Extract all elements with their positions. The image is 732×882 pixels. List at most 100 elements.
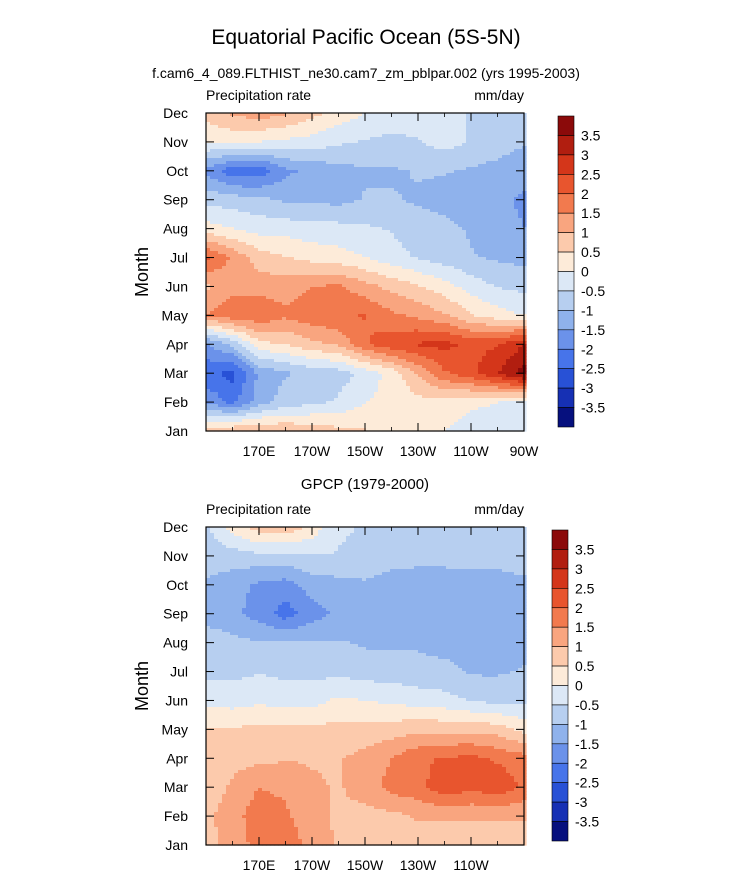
contour-cell (222, 200, 227, 204)
contour-cell (242, 188, 247, 192)
contour-cell (318, 146, 323, 150)
contour-cell (226, 164, 231, 168)
contour-cell (274, 176, 279, 180)
contour-cell (442, 143, 447, 147)
contour-cell (502, 167, 507, 171)
contour-cell (330, 212, 335, 216)
contour-cell (302, 152, 307, 156)
contour-cell (366, 176, 371, 180)
contour-cell (238, 179, 243, 183)
contour-cell (242, 212, 247, 216)
contour-cell (318, 212, 323, 216)
contour-cell (482, 164, 487, 168)
contour-cell (254, 143, 259, 147)
contour-cell (466, 125, 471, 129)
contour-cell (246, 158, 251, 162)
contour-cell (458, 146, 463, 150)
contour-cell (306, 218, 311, 222)
contour-cell (358, 188, 363, 192)
contour-cell (310, 125, 315, 129)
contour-cell (434, 200, 439, 204)
contour-cell (474, 179, 479, 183)
contour-cell (246, 203, 251, 207)
contour-cell (450, 146, 455, 150)
contour-cell (474, 131, 479, 135)
contour-cell (330, 188, 335, 192)
contour-cell (350, 149, 355, 153)
contour-cell (390, 206, 395, 210)
contour-cell (454, 158, 459, 162)
contour-cell (318, 152, 323, 156)
contour-cell (454, 161, 459, 165)
contour-cell (278, 116, 283, 120)
contour-cell (398, 176, 403, 180)
contour-cell (438, 122, 443, 126)
contour-cell (290, 218, 295, 222)
contour-cell (330, 218, 335, 222)
contour-cell (262, 173, 267, 177)
contour-cell (422, 185, 427, 189)
contour-cell (422, 137, 427, 141)
contour-cell (354, 149, 359, 153)
contour-cell (382, 209, 387, 213)
contour-cell (470, 161, 475, 165)
contour-cell (410, 212, 415, 216)
contour-cell (362, 200, 367, 204)
contour-cell (502, 185, 507, 189)
contour-cell (218, 116, 223, 120)
contour-cell (518, 119, 523, 123)
contour-cell (234, 188, 239, 192)
contour-cell (338, 209, 343, 213)
contour-cell (302, 137, 307, 141)
contour-cell (478, 113, 483, 117)
contour-cell (242, 179, 247, 183)
contour-cell (370, 149, 375, 153)
contour-cell (510, 212, 515, 216)
contour-cell (282, 197, 287, 201)
contour-cell (466, 116, 471, 120)
contour-cell (382, 179, 387, 183)
contour-cell (342, 137, 347, 141)
contour-cell (498, 182, 503, 186)
contour-cell (322, 128, 327, 132)
contour-cell (394, 137, 399, 141)
contour-cell (286, 119, 291, 123)
contour-cell (378, 173, 383, 177)
contour-cell (294, 191, 299, 195)
contour-cell (262, 176, 267, 180)
contour-cell (214, 152, 219, 156)
contour-cell (250, 191, 255, 195)
contour-cell (270, 182, 275, 186)
contour-cell (426, 206, 431, 210)
contour-cell (266, 203, 271, 207)
contour-cell (402, 116, 407, 120)
contour-cell (458, 131, 463, 135)
contour-cell (282, 143, 287, 147)
contour-cell (242, 143, 247, 147)
contour-cell (394, 221, 399, 225)
contour-cell (266, 176, 271, 180)
contour-cell (370, 131, 375, 135)
contour-cell (346, 122, 351, 126)
contour-cell (242, 185, 247, 189)
contour-cell (274, 164, 279, 168)
contour-cell (318, 203, 323, 207)
contour-cell (238, 176, 243, 180)
contour-cell (482, 116, 487, 120)
contour-cell (494, 170, 499, 174)
contour-cell (454, 119, 459, 123)
contour-cell (278, 158, 283, 162)
contour-cell (446, 197, 451, 201)
contour-cell (446, 215, 451, 219)
contour-cell (206, 167, 211, 171)
contour-cell (206, 203, 211, 207)
contour-cell (422, 188, 427, 192)
contour-cell (426, 182, 431, 186)
contour-cell (254, 125, 259, 129)
contour-cell (266, 122, 271, 126)
contour-cell (302, 164, 307, 168)
contour-cell (338, 140, 343, 144)
contour-cell (378, 128, 383, 132)
contour-cell (358, 218, 363, 222)
contour-cell (226, 200, 231, 204)
